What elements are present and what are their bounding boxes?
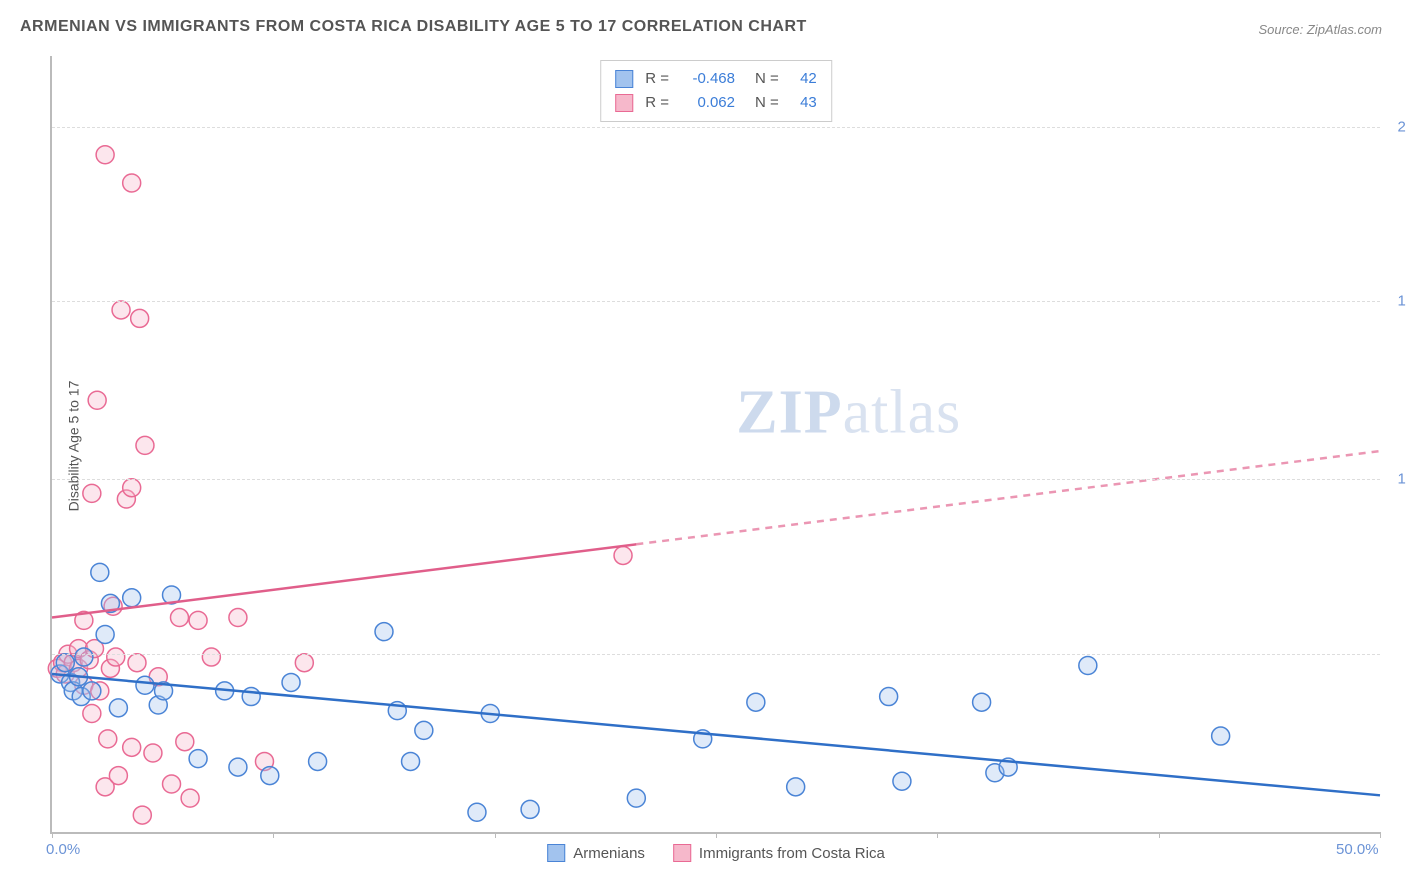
legend-swatch-series1 xyxy=(547,844,565,862)
scatter-point xyxy=(163,775,181,793)
scatter-point xyxy=(88,391,106,409)
scatter-point xyxy=(202,648,220,666)
gridline-h xyxy=(52,654,1380,655)
x-tick-mark xyxy=(273,832,274,838)
scatter-point xyxy=(75,648,93,666)
scatter-point xyxy=(176,733,194,751)
gridline-h xyxy=(52,479,1380,480)
gridline-h xyxy=(52,127,1380,128)
scatter-point xyxy=(375,623,393,641)
scatter-point xyxy=(973,693,991,711)
scatter-point xyxy=(295,654,313,672)
y-tick-label: 18.8% xyxy=(1397,293,1406,310)
x-tick-label: 0.0% xyxy=(46,841,80,858)
source-label: Source: ZipAtlas.com xyxy=(1258,22,1382,37)
x-tick-mark xyxy=(716,832,717,838)
legend-label-series2: Immigrants from Costa Rica xyxy=(699,845,885,862)
legend-swatch-series2 xyxy=(673,844,691,862)
scatter-point xyxy=(83,484,101,502)
scatter-point xyxy=(261,767,279,785)
scatter-point xyxy=(123,174,141,192)
gridline-h xyxy=(52,301,1380,302)
scatter-point xyxy=(521,800,539,818)
scatter-point xyxy=(144,744,162,762)
scatter-point xyxy=(96,625,114,643)
scatter-point xyxy=(107,648,125,666)
scatter-point xyxy=(309,752,327,770)
scatter-point xyxy=(402,752,420,770)
x-tick-mark xyxy=(52,832,53,838)
scatter-point xyxy=(83,682,101,700)
scatter-point xyxy=(282,673,300,691)
bottom-legend: Armenians Immigrants from Costa Rica xyxy=(547,844,885,862)
chart-title: ARMENIAN VS IMMIGRANTS FROM COSTA RICA D… xyxy=(20,18,807,36)
scatter-point xyxy=(83,704,101,722)
legend-item-series1: Armenians xyxy=(547,844,645,862)
x-tick-mark xyxy=(495,832,496,838)
scatter-point xyxy=(627,789,645,807)
scatter-point xyxy=(112,301,130,319)
scatter-point xyxy=(123,479,141,497)
trend-line-solid xyxy=(52,674,1380,795)
scatter-point xyxy=(123,738,141,756)
scatter-point xyxy=(242,688,260,706)
scatter-point xyxy=(91,563,109,581)
scatter-point xyxy=(614,546,632,564)
scatter-point xyxy=(170,609,188,627)
scatter-point xyxy=(131,309,149,327)
scatter-point xyxy=(880,688,898,706)
scatter-point xyxy=(787,778,805,796)
scatter-point xyxy=(189,611,207,629)
scatter-point xyxy=(56,654,74,672)
scatter-point xyxy=(96,146,114,164)
scatter-point xyxy=(229,609,247,627)
trend-line-solid xyxy=(52,544,636,617)
plot-svg xyxy=(52,56,1380,832)
scatter-point xyxy=(415,721,433,739)
plot-area: ZIPatlas R = -0.468 N = 42 R = 0.062 N =… xyxy=(50,56,1380,834)
scatter-point xyxy=(189,750,207,768)
trend-line-dashed xyxy=(636,451,1380,544)
scatter-point xyxy=(1079,657,1097,675)
scatter-point xyxy=(128,654,146,672)
scatter-point xyxy=(468,803,486,821)
scatter-point xyxy=(133,806,151,824)
scatter-point xyxy=(181,789,199,807)
scatter-point xyxy=(123,589,141,607)
legend-label-series1: Armenians xyxy=(573,845,645,862)
scatter-point xyxy=(1212,727,1230,745)
scatter-point xyxy=(136,676,154,694)
scatter-point xyxy=(229,758,247,776)
x-tick-mark xyxy=(937,832,938,838)
x-tick-mark xyxy=(1159,832,1160,838)
scatter-point xyxy=(99,730,117,748)
legend-item-series2: Immigrants from Costa Rica xyxy=(673,844,885,862)
scatter-point xyxy=(747,693,765,711)
scatter-point xyxy=(136,436,154,454)
x-tick-mark xyxy=(1380,832,1381,838)
scatter-point xyxy=(893,772,911,790)
y-tick-label: 12.5% xyxy=(1397,471,1406,488)
scatter-point xyxy=(109,699,127,717)
y-tick-label: 25.0% xyxy=(1397,118,1406,135)
x-tick-label: 50.0% xyxy=(1336,841,1379,858)
scatter-point xyxy=(109,767,127,785)
